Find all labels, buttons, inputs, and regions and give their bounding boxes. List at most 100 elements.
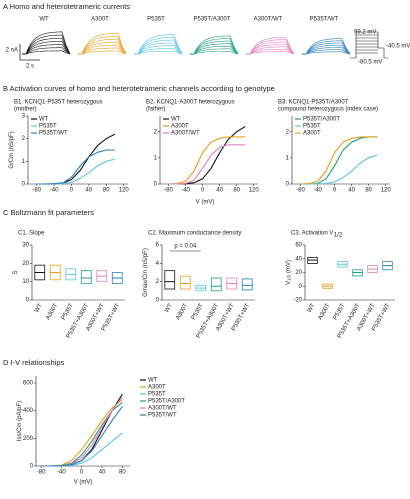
y-axis-label: G/Cm (nS/pF) <box>9 131 15 168</box>
scale-label: 2 nA <box>6 48 18 54</box>
y-tick-label: -20 <box>293 298 302 304</box>
current-trace <box>134 34 183 55</box>
current-traces <box>78 32 127 55</box>
current-trace <box>22 31 71 55</box>
panel-title: A Homo and heterotetrameric currents <box>3 2 130 11</box>
legend-label: P535T <box>148 392 166 398</box>
series-line <box>41 401 123 467</box>
current-trace <box>302 44 351 55</box>
current-trace <box>134 42 183 55</box>
y-tick-label: 0 <box>299 284 303 290</box>
y-tick-label: 6 <box>156 243 160 249</box>
x-tick-label: A300T <box>45 303 59 322</box>
y-tick-label: 2 <box>22 136 26 142</box>
current-trace <box>78 32 127 55</box>
current-trace <box>302 42 351 55</box>
series-line <box>300 154 378 185</box>
x-tick-label: 0 <box>201 188 205 194</box>
chart-title: B3. KCNQ1-P535T/A300T <box>278 100 349 106</box>
x-tick-label: WT <box>307 302 317 313</box>
current-trace <box>134 39 183 55</box>
chart-title: C2. Maximum conductance density <box>148 231 241 237</box>
current-trace <box>302 49 351 55</box>
series-line <box>41 406 123 467</box>
protocol-label: -80.5 mV <box>358 60 382 66</box>
y-axis-label-part: Gmax/Cm (nS/pF) <box>143 248 149 297</box>
y-axis-label-part: S <box>13 270 19 274</box>
current-trace <box>78 47 127 55</box>
current-trace <box>22 34 71 55</box>
y-tick-label: 600 <box>23 381 34 387</box>
x-tick-label: -80 <box>32 188 41 194</box>
current-trace <box>302 51 351 55</box>
current-traces <box>190 35 239 55</box>
x-tick-label: WT <box>34 302 44 313</box>
current-trace <box>190 51 239 55</box>
current-trace <box>246 44 295 55</box>
x-tick-label: 80 <box>103 188 110 194</box>
current-trace <box>22 44 71 55</box>
x-tick-label: P535T <box>61 303 75 322</box>
x-tick-label: WT <box>164 302 174 313</box>
x-tick-label: P535T <box>191 303 205 322</box>
trace-label: WT <box>39 17 49 23</box>
y-axis-label: S <box>13 270 19 274</box>
box <box>80 270 92 284</box>
current-trace <box>22 50 71 55</box>
current-trace <box>190 40 239 55</box>
trace-label: A300T <box>91 17 109 23</box>
legend-label: A300T <box>148 385 166 391</box>
x-tick-label: 40 <box>348 188 355 194</box>
legend-label: P535T <box>303 124 321 130</box>
y-tick-label: 10 <box>22 279 29 285</box>
x-tick-label: 40 <box>99 470 106 476</box>
current-trace <box>78 41 127 55</box>
x-tick-label: 40 <box>86 188 93 194</box>
y-tick-label: 400 <box>23 408 34 414</box>
y-axis-label-part: 1/2 <box>287 274 292 281</box>
x-tick-label: 0 <box>333 188 337 194</box>
y-tick-label: 4 <box>156 261 160 267</box>
series-line <box>300 136 378 185</box>
current-trace <box>246 36 295 55</box>
y-tick-label: 0 <box>286 182 290 188</box>
chart-title: C1. Slope <box>18 231 45 237</box>
scale-label: 2 s <box>26 64 34 70</box>
box <box>210 277 222 292</box>
y-tick-label: 1 <box>286 155 290 161</box>
current-trace <box>78 44 127 55</box>
protocol-label: -40.5 mV <box>386 44 410 50</box>
current-trace <box>302 40 351 55</box>
legend-label: WT <box>171 117 181 123</box>
legend-label: A300T/WT <box>148 406 177 412</box>
legend-label: P535T/WT <box>148 413 177 419</box>
x-tick-label: 120 <box>381 188 392 194</box>
chart-title: C3. Activation V <box>291 231 333 237</box>
x-tick-label: -80 <box>37 470 46 476</box>
y-tick-label: 60 <box>295 243 302 249</box>
current-trace <box>78 50 127 55</box>
chart-title: B1. KCNQ1-P535T heterozygous <box>14 100 103 106</box>
current-trace <box>22 47 71 55</box>
series-line <box>168 144 246 185</box>
x-axis-label: V (mV) <box>74 480 93 486</box>
current-trace <box>246 46 295 55</box>
panel-title: D I-V relationships <box>3 358 65 367</box>
legend-label: A300T <box>303 131 321 137</box>
y-tick-label: 2 <box>154 129 158 135</box>
current-trace <box>246 48 295 55</box>
y-tick-label: 2 <box>286 129 290 135</box>
y-tick-label: 20 <box>22 261 29 267</box>
legend-label: A300T/WT <box>171 131 200 137</box>
current-trace <box>134 50 183 55</box>
x-tick-label: 120 <box>119 188 130 194</box>
x-tick-label: 0 <box>80 470 84 476</box>
y-tick-label: 0 <box>22 182 26 188</box>
box <box>241 278 253 291</box>
x-tick-label: -80 <box>296 188 305 194</box>
current-trace <box>246 51 295 55</box>
series-line <box>168 136 246 185</box>
chart-title: B2. KCNQ1-A300T heterozygous <box>146 100 235 106</box>
x-tick-label: -40 <box>181 188 190 194</box>
trace-label: P535T/WT <box>310 17 339 23</box>
